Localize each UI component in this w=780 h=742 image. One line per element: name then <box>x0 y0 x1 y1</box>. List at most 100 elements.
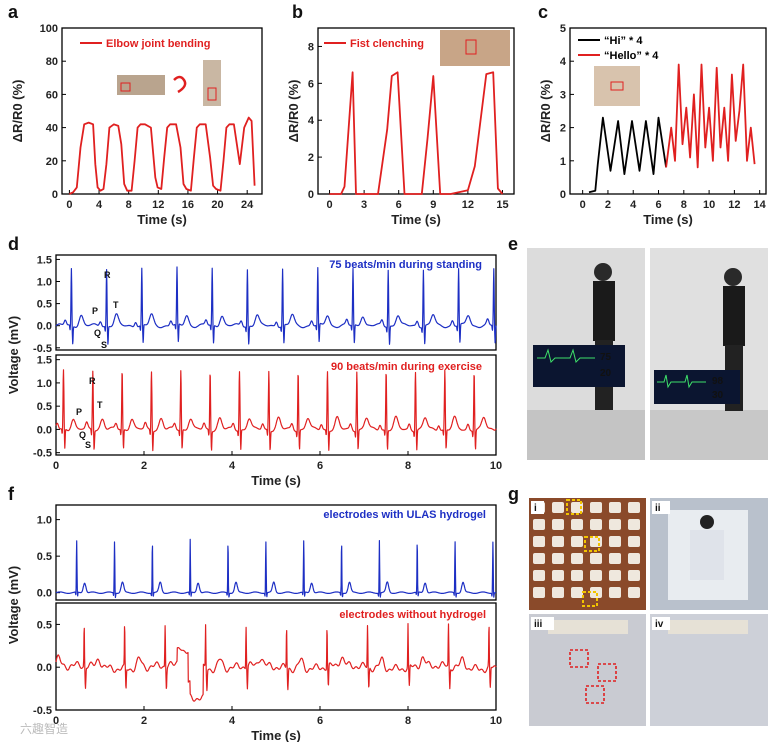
y-tick-label-b: 2 <box>308 152 314 164</box>
wave-label-d-lower-S: S <box>85 440 91 450</box>
electrode-pad <box>590 502 602 513</box>
x-axis-label-f-lower: Time (s) <box>251 728 301 742</box>
y-tick-label-d-upper: 1.0 <box>37 277 52 289</box>
phone-value-exercise-a: 98 <box>712 376 724 387</box>
x-axis-label-a: Time (s) <box>137 212 187 227</box>
y-tick-label-f-lower: -0.5 <box>33 705 52 717</box>
y-tick-label-a: 20 <box>46 156 58 168</box>
legend-label-c-hello: “Hello” * 4 <box>604 50 659 62</box>
y-axis-label-a: ΔR/R0 (%) <box>10 80 25 143</box>
x-tick-label-f-lower: 2 <box>141 715 147 727</box>
y-tick-label-a: 60 <box>46 89 58 101</box>
y-tick-label-f-upper: 0.5 <box>37 551 52 563</box>
photo-label-iii: iii <box>534 619 543 630</box>
y-axis-label-f: Voltage (mV) <box>6 566 21 645</box>
bend-arrow-icon <box>174 77 185 92</box>
x-tick-label-d-lower: 4 <box>229 460 236 472</box>
electrode-pad <box>533 536 545 547</box>
electrode-pad <box>571 519 583 530</box>
y-tick-label-c: 2 <box>560 123 566 135</box>
phone-value-standing-b: 20 <box>600 368 612 379</box>
x-tick-label-d-lower: 0 <box>53 460 59 472</box>
x-tick-label-f-lower: 10 <box>490 715 502 727</box>
photo-label-i: i <box>534 503 537 514</box>
y-tick-label-f-lower: 0.5 <box>37 619 52 631</box>
y-tick-label-d-lower: 0.0 <box>37 424 52 436</box>
x-tick-label-b: 12 <box>462 199 474 211</box>
series-line-c-1 <box>666 65 755 168</box>
person-head-standing <box>594 263 612 281</box>
phone-value-exercise-b: 30 <box>712 390 724 401</box>
x-tick-label-c: 2 <box>605 199 611 211</box>
panel-letter-e: e <box>508 234 518 254</box>
annotation-f-upper: electrodes with ULAS hydrogel <box>323 509 486 521</box>
phone-screen-exercise <box>654 370 740 404</box>
x-tick-label-f-lower: 4 <box>229 715 236 727</box>
series-line-a <box>69 118 254 194</box>
pillow-iv <box>668 620 748 634</box>
y-tick-label-c: 3 <box>560 89 566 101</box>
watermark-text: 六趣智造 <box>20 721 68 736</box>
electrode-pad <box>533 570 545 581</box>
ecg-trace-f-lower <box>56 624 496 702</box>
y-tick-label-d-upper: 1.5 <box>37 254 52 266</box>
annotation-d-lower: 90 beats/min during exercise <box>331 361 482 373</box>
electrode-pad <box>552 502 564 513</box>
x-tick-label-f-lower: 6 <box>317 715 323 727</box>
wave-label-d-upper-T: T <box>113 300 119 310</box>
y-tick-label-d-lower: 1.5 <box>37 355 52 367</box>
wave-label-d-upper-Q: Q <box>94 328 101 338</box>
wave-label-d-upper-R: R <box>104 270 111 280</box>
y-axis-label-c: ΔR/R0 (%) <box>538 80 553 143</box>
photo-label-iv: iv <box>655 619 664 630</box>
electrode-pad <box>571 587 583 598</box>
electrode-pad <box>628 570 640 581</box>
x-tick-label-d-lower: 2 <box>141 460 147 472</box>
y-tick-label-a: 40 <box>46 123 58 135</box>
electrode-pad <box>590 553 602 564</box>
panel-letter-c: c <box>538 2 548 22</box>
x-tick-label-b: 9 <box>430 199 436 211</box>
x-axis-label-b: Time (s) <box>391 212 441 227</box>
wave-label-d-upper-P: P <box>92 306 98 316</box>
phone-screen-standing <box>533 345 625 387</box>
y-tick-label-a: 0 <box>52 189 58 201</box>
series-line-b <box>330 72 503 194</box>
patient-head <box>700 515 714 529</box>
x-tick-label-d-lower: 10 <box>490 460 502 472</box>
x-tick-label-a: 8 <box>126 199 132 211</box>
x-tick-label-b: 3 <box>361 199 367 211</box>
panel-letter-a: a <box>8 2 19 22</box>
x-tick-label-c: 4 <box>630 199 637 211</box>
person-head-exercise <box>724 268 742 286</box>
x-axis-label-c: Time (s) <box>643 212 693 227</box>
y-tick-label-a: 100 <box>40 23 58 35</box>
panel-letter-g: g <box>508 484 519 504</box>
x-tick-label-c: 14 <box>754 199 767 211</box>
figure-canvas: a0 4 8 12 16 20 24020406080100Time (s)ΔR/R0 (%… <box>0 0 780 742</box>
y-tick-label-c: 1 <box>560 156 566 168</box>
y-tick-label-b: 8 <box>308 41 314 53</box>
electrode-pad <box>552 519 564 530</box>
x-tick-label-a: 20 <box>211 199 223 211</box>
y-axis-label-b: ΔR/R0 (%) <box>286 80 301 143</box>
electrode-pad <box>628 587 640 598</box>
y-tick-label-d-upper: 0.5 <box>37 299 52 311</box>
phone-value-standing-a: 75 <box>600 352 612 363</box>
floor-exercise <box>650 410 768 460</box>
x-tick-label-d-lower: 8 <box>405 460 411 472</box>
y-tick-label-c: 4 <box>560 56 567 68</box>
wave-label-d-lower-T: T <box>97 400 103 410</box>
y-tick-label-f-upper: 1.0 <box>37 515 52 527</box>
electrode-pad <box>552 553 564 564</box>
legend-label-c-hi: “Hi” * 4 <box>604 35 643 47</box>
electrode-pad <box>552 570 564 581</box>
y-tick-label-d-lower: 0.5 <box>37 401 52 413</box>
electrode-pad <box>609 570 621 581</box>
legend-label-b: Fist clenching <box>350 38 424 50</box>
electrode-pad <box>609 587 621 598</box>
annotation-f-lower: electrodes without hydrogel <box>339 609 486 621</box>
y-tick-label-d-lower: 1.0 <box>37 378 52 390</box>
x-tick-label-b: 6 <box>396 199 402 211</box>
throat-photo <box>594 66 640 106</box>
